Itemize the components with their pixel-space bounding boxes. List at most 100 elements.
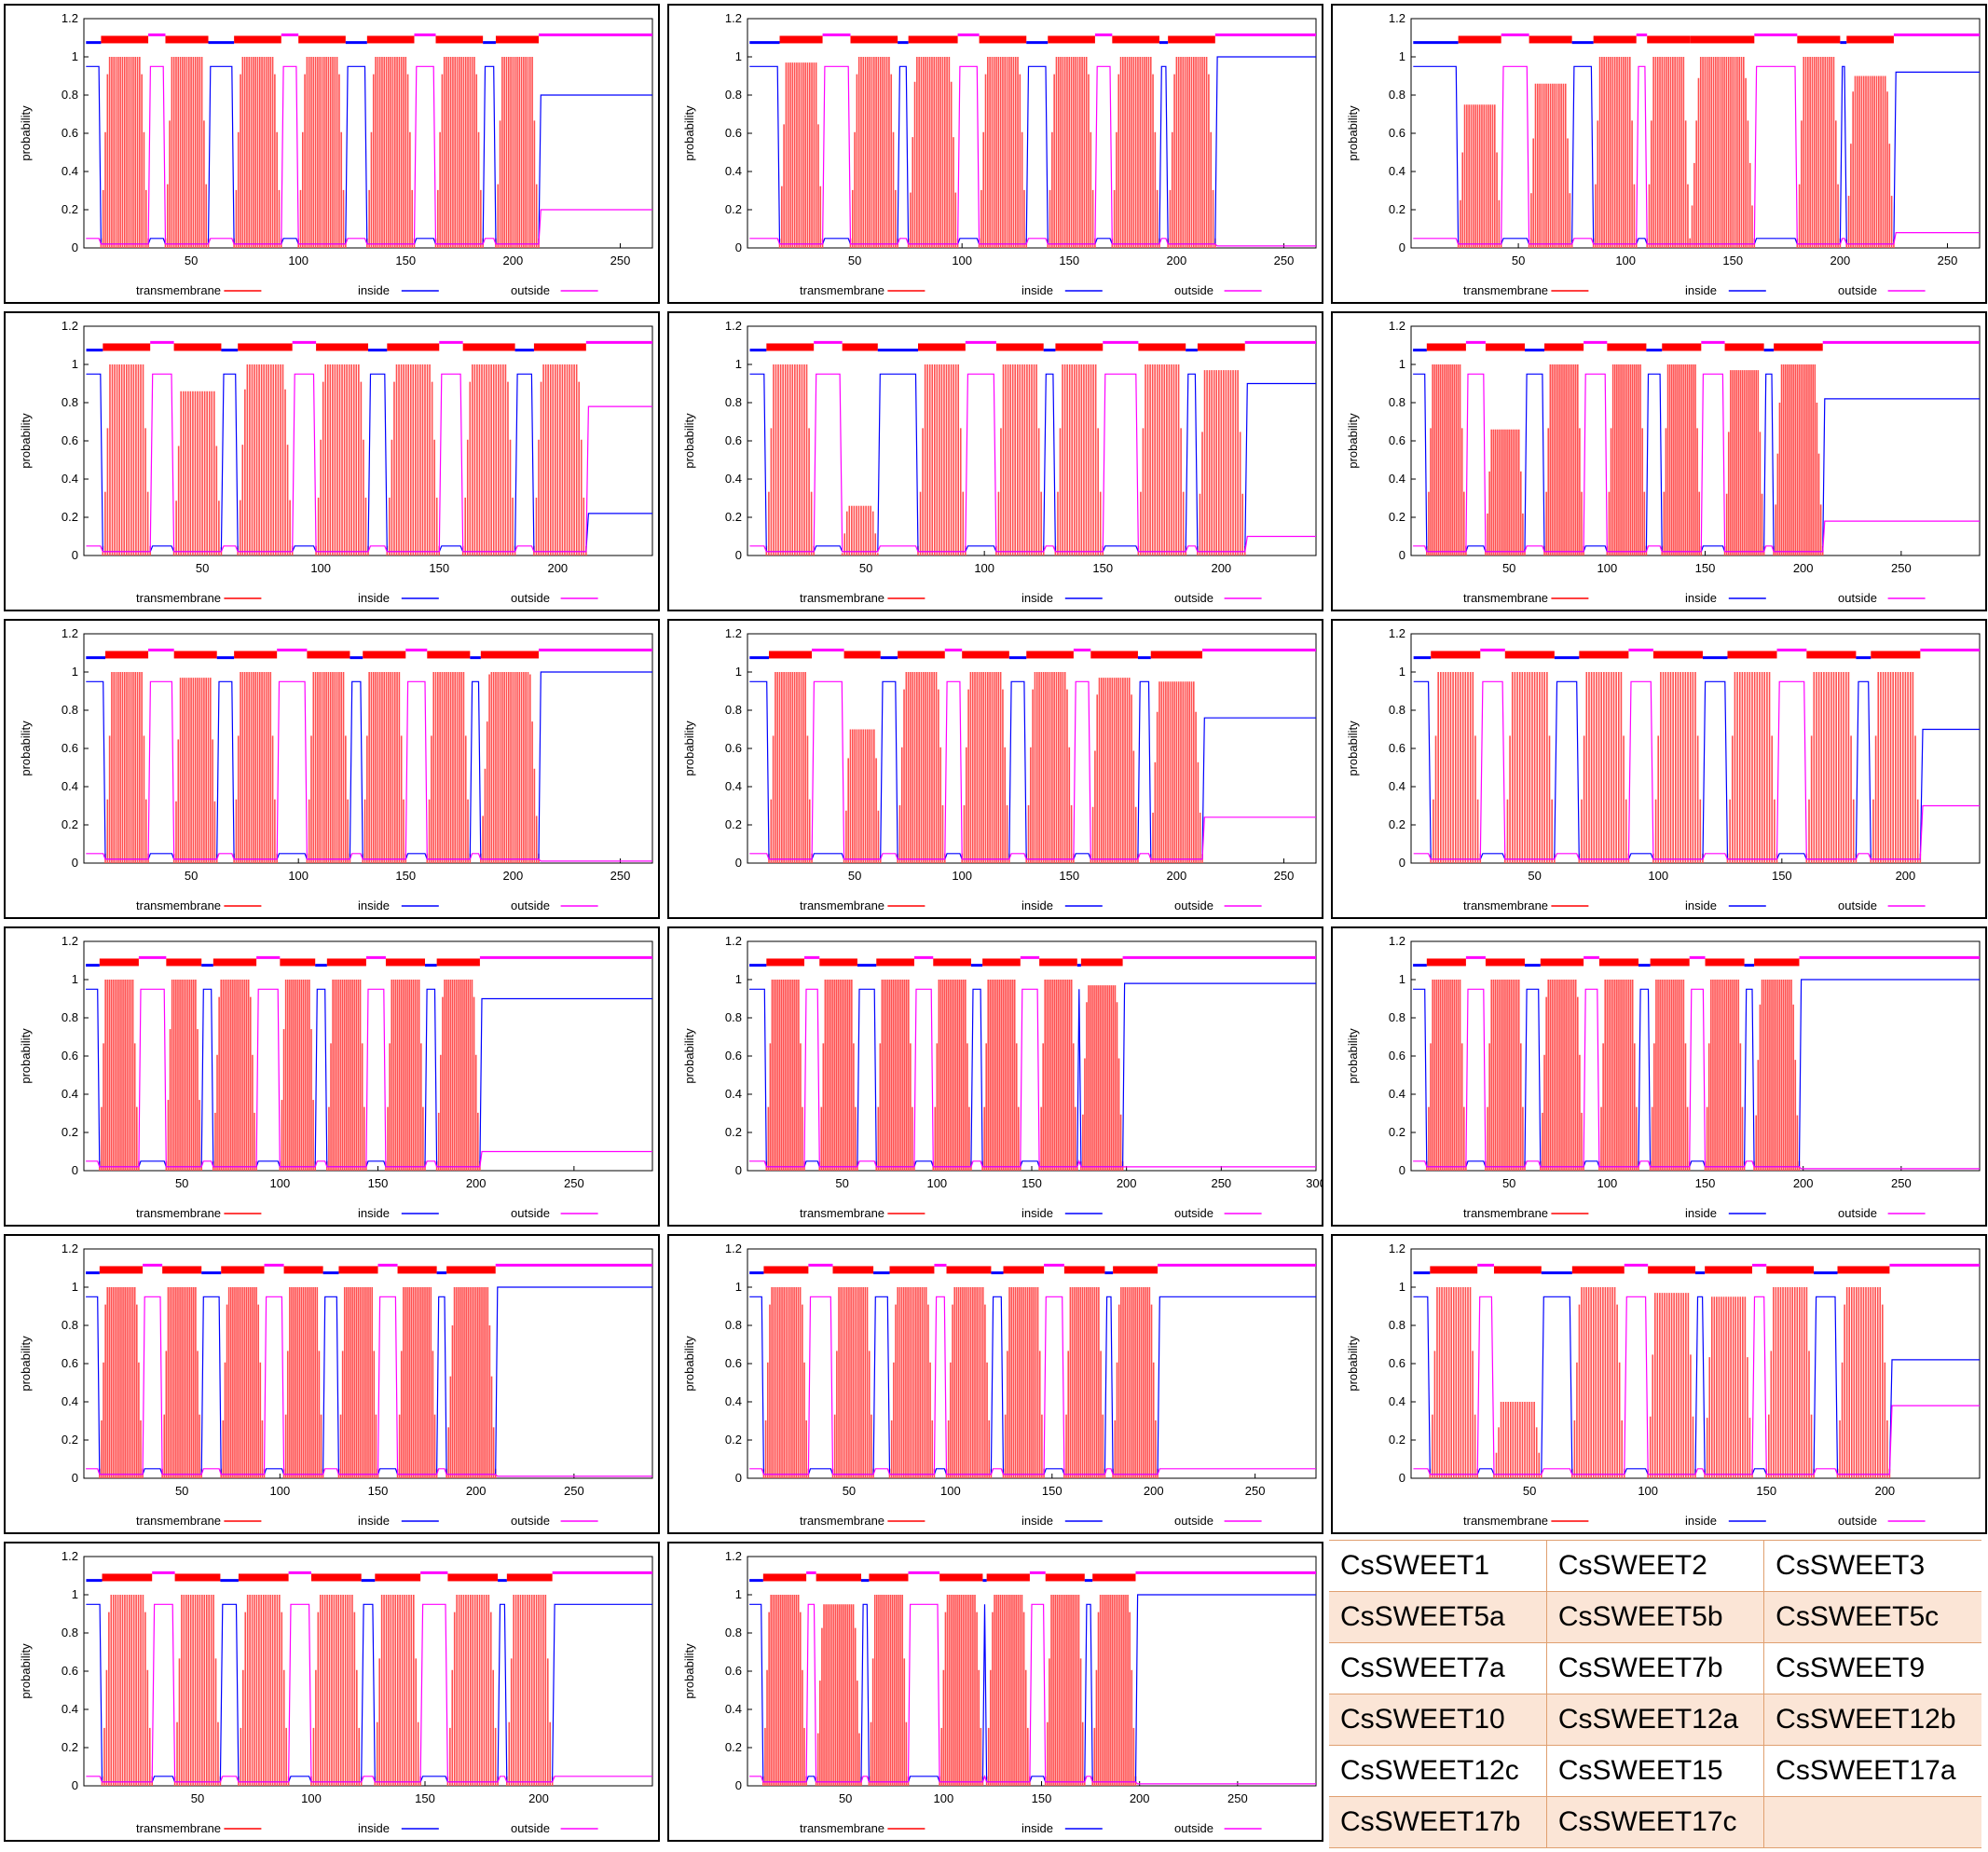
table-cell: CsSWEET12c [1329, 1745, 1547, 1797]
topology-tm [213, 958, 257, 967]
y-tick-label: 0 [735, 1778, 742, 1792]
topology-tm [307, 651, 350, 659]
topology-tm [1430, 1266, 1478, 1274]
y-tick-label: 0 [72, 240, 78, 254]
outside-curve [749, 680, 1316, 860]
x-tick-label: 150 [368, 1176, 389, 1190]
y-axis-label: probability [19, 720, 33, 776]
tmhmm-plot: 0 0.2 0.4 0.6 0.8 1 1.2 50 100 150 200 probability t… [19, 319, 653, 605]
tm-helix-bars [310, 1595, 363, 1786]
topology-tm [311, 1573, 362, 1582]
tm-helix-bars [213, 980, 257, 1171]
tm-helix-bars [907, 57, 959, 248]
topology-tm [1150, 651, 1202, 659]
topology-tm [1431, 651, 1481, 659]
table-cell: CsSWEET17a [1763, 1745, 1981, 1797]
legend-label: outside [1174, 1821, 1213, 1835]
tm-helix-bars [173, 1595, 222, 1786]
topology-track [1413, 1263, 1980, 1275]
table-cell: CsSWEET2 [1546, 1540, 1765, 1592]
y-tick-label: 0.2 [1389, 202, 1405, 216]
x-tick-label: 50 [1502, 1176, 1515, 1190]
y-tick-label: 0 [72, 1163, 78, 1177]
legend-label: inside [1021, 591, 1053, 605]
y-tick-label: 0 [1399, 548, 1405, 562]
y-tick-label: 1.2 [62, 1549, 78, 1563]
topology-tm [1690, 35, 1755, 44]
y-tick-label: 0 [735, 856, 742, 870]
topology-tm [1727, 651, 1777, 659]
x-tick-label: 150 [395, 869, 416, 883]
x-tick-label: 150 [1722, 254, 1743, 268]
topology-tm [1593, 35, 1637, 44]
topology-tm [238, 1573, 289, 1582]
topology-tm [173, 343, 222, 351]
topology-tm [338, 1266, 378, 1274]
legend-label: outside [1174, 591, 1213, 605]
x-tick-label: 200 [1167, 254, 1187, 268]
tm-helix-bars [1149, 681, 1203, 863]
tm-helix-bars [1080, 985, 1124, 1171]
topology-tm [766, 343, 815, 351]
tm-helix-bars [435, 980, 481, 1171]
y-tick-label: 0.4 [725, 472, 742, 486]
y-axis-label: probability [682, 105, 696, 161]
legend-label: transmembrane [136, 283, 221, 297]
y-tick-label: 1 [735, 972, 742, 986]
x-tick-label: 100 [288, 254, 308, 268]
tm-helix-bars [237, 364, 294, 556]
y-tick-label: 1.2 [62, 319, 78, 333]
y-tick-label: 1.2 [1389, 319, 1405, 333]
tm-helix-bars [831, 1287, 874, 1478]
y-tick-label: 0.8 [1389, 703, 1405, 717]
topology-tm [480, 651, 539, 659]
y-tick-label: 0.8 [725, 1626, 742, 1639]
y-tick-label: 1.2 [1389, 934, 1405, 948]
legend-label: outside [511, 1821, 550, 1835]
y-tick-label: 0.4 [1389, 779, 1405, 793]
tm-helix-bars [104, 672, 149, 863]
topology-tm [1837, 1266, 1890, 1274]
legend-label: transmembrane [800, 899, 884, 912]
y-tick-label: 0.6 [62, 1664, 78, 1678]
topology-tm [99, 1266, 144, 1274]
legend-label: outside [1838, 283, 1877, 297]
tm-helix-bars [1430, 672, 1482, 863]
topology-tm [165, 35, 209, 44]
tm-helix-bars [841, 505, 879, 556]
tm-helix-bars [102, 364, 151, 556]
table-cell: CsSWEET5b [1546, 1591, 1765, 1643]
y-tick-label: 0.8 [725, 395, 742, 409]
tm-helix-bars [1528, 83, 1573, 248]
topology-tm [363, 651, 406, 659]
tm-helix-bars [939, 1595, 984, 1786]
tmhmm-plot: 0 0.2 0.4 0.6 0.8 1 1.2 50 100 150 200 250 probabili… [682, 1242, 1317, 1528]
tm-helix-bars [978, 57, 1028, 248]
tm-helix-bars [533, 364, 587, 556]
outside-curve [1413, 373, 1980, 553]
x-tick-label: 200 [1874, 1484, 1895, 1498]
topology-tm [1647, 35, 1691, 44]
x-tick-label: 200 [528, 1791, 549, 1805]
y-axis-label: probability [1346, 1028, 1360, 1084]
x-tick-label: 50 [175, 1484, 188, 1498]
tm-helix-bars [1426, 980, 1467, 1171]
y-axis-label: probability [682, 720, 696, 776]
tm-helix-bars [1038, 980, 1078, 1171]
topology-track [749, 955, 1316, 967]
x-tick-label: 150 [1772, 869, 1792, 883]
topology-tm [326, 958, 366, 967]
tm-helix-bars [917, 364, 967, 556]
topology-tm [876, 958, 914, 967]
tm-helix-bars [385, 980, 426, 1171]
tm-helix-bars [396, 1287, 438, 1478]
topology-tm [816, 1573, 861, 1582]
tmhmm-plot: 0 0.2 0.4 0.6 0.8 1 1.2 50 100 150 200 250 probabili… [19, 1242, 653, 1528]
y-axis-label: probability [682, 1028, 696, 1084]
y-tick-label: 0.8 [62, 703, 78, 717]
topology-tm [1705, 1266, 1752, 1274]
y-tick-label: 0.4 [725, 1702, 742, 1716]
tm-helix-bars [1457, 104, 1502, 248]
legend-label: transmembrane [1463, 899, 1548, 912]
tm-helix-bars [233, 57, 282, 248]
